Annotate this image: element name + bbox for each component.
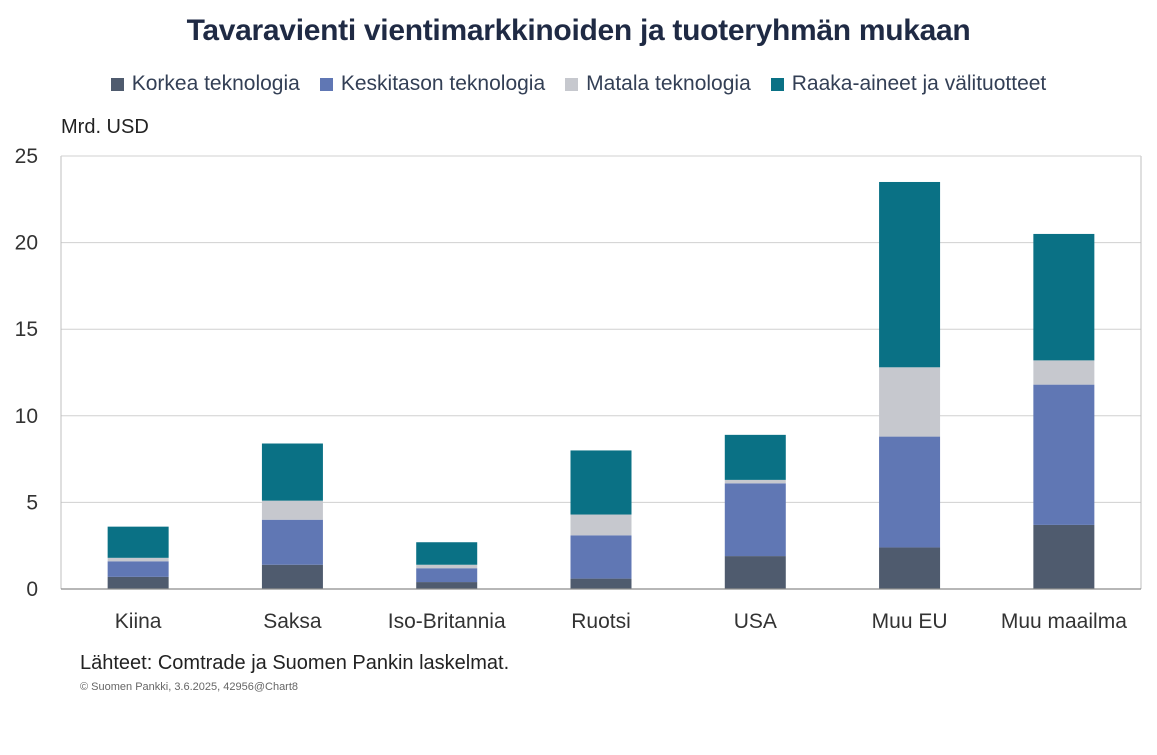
legend-label-low-tech: Matala teknologia <box>586 72 751 95</box>
legend-swatch-high-tech <box>110 77 124 91</box>
y-tick-label: 15 <box>15 318 38 341</box>
bar-saksa-series-2 <box>261 500 323 520</box>
source-note: Lähteet: Comtrade ja Suomen Pankin laske… <box>80 652 510 674</box>
legend-label-high-tech: Korkea teknologia <box>131 72 300 95</box>
legend-label-raw-materials: Raaka-aineet ja välituotteet <box>791 72 1047 95</box>
legend-label-medium-tech: Keskitason teknologia <box>340 72 546 95</box>
bar-iso-britannia-series-2 <box>416 564 478 569</box>
bar-muu-eu-series-3 <box>879 181 941 368</box>
legend-item-medium-tech: Keskitason teknologia <box>319 72 546 96</box>
bar-iso-britannia-series-0 <box>416 582 478 589</box>
legend-swatch-medium-tech <box>319 77 333 91</box>
y-tick-label: 20 <box>15 232 38 255</box>
legend-item-high-tech: Korkea teknologia <box>110 72 300 96</box>
y-tick-label: 5 <box>26 491 38 514</box>
y-tick-label: 10 <box>15 405 38 428</box>
bar-saksa-series-3 <box>261 443 323 501</box>
bar-usa-series-0 <box>724 556 786 589</box>
y-tick-label: 0 <box>26 578 38 601</box>
bar-usa-series-3 <box>724 434 786 480</box>
x-tick-label: Kiina <box>115 610 162 633</box>
bar-muu-eu-series-2 <box>879 367 941 437</box>
bar-saksa-series-0 <box>261 564 323 589</box>
bar-muu-maailma-series-3 <box>1033 233 1095 361</box>
bar-usa-series-1 <box>724 483 786 557</box>
bar-ruotsi-series-3 <box>570 450 632 515</box>
bar-iso-britannia-series-3 <box>416 542 478 565</box>
bar-kiina-series-3 <box>107 526 169 558</box>
bar-ruotsi-series-0 <box>570 578 632 589</box>
bar-kiina-series-0 <box>107 576 169 589</box>
bar-muu-eu-series-1 <box>879 436 941 548</box>
bar-kiina-series-2 <box>107 557 169 562</box>
legend-swatch-low-tech <box>565 77 579 91</box>
chart-title: Tavaravienti vientimarkkinoiden ja tuote… <box>186 14 971 47</box>
x-tick-label: USA <box>734 610 777 633</box>
legend-item-raw-materials: Raaka-aineet ja välituotteet <box>770 72 1047 96</box>
bar-muu-maailma-series-1 <box>1033 384 1095 525</box>
bar-ruotsi-series-2 <box>570 514 632 536</box>
legend-swatch-raw-materials <box>770 77 784 91</box>
x-tick-label: Muu maailma <box>1001 610 1127 633</box>
y-axis-unit-label: Mrd. USD <box>61 116 149 138</box>
legend-item-low-tech: Matala teknologia <box>565 72 751 96</box>
bar-kiina-series-1 <box>107 561 169 577</box>
copyright-note: © Suomen Pankki, 3.6.2025, 42956@Chart8 <box>80 681 299 693</box>
x-tick-label: Muu EU <box>872 610 948 633</box>
x-tick-label: Ruotsi <box>571 610 631 633</box>
bar-iso-britannia-series-1 <box>416 568 478 583</box>
y-tick-label: 25 <box>15 145 38 168</box>
bar-muu-maailma-series-0 <box>1033 524 1095 589</box>
bar-ruotsi-series-1 <box>570 535 632 579</box>
chart-legend: Korkea teknologia Keskitason teknologia … <box>0 72 1157 96</box>
x-tick-label: Saksa <box>263 610 322 633</box>
bar-usa-series-2 <box>724 479 786 484</box>
x-tick-label: Iso-Britannia <box>388 610 506 633</box>
bar-muu-eu-series-0 <box>879 547 941 589</box>
bar-muu-maailma-series-2 <box>1033 360 1095 385</box>
bar-saksa-series-1 <box>261 519 323 565</box>
